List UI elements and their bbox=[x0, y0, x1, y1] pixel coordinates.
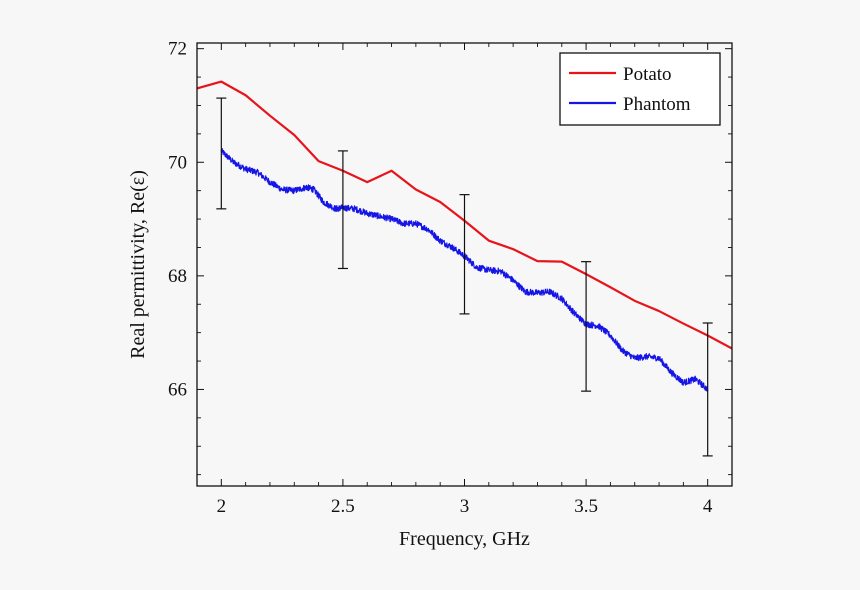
y-tick-label: 70 bbox=[168, 152, 187, 173]
error-bar bbox=[581, 261, 592, 392]
x-axis-label: Frequency, GHz bbox=[399, 528, 530, 550]
x-tick-label: 2 bbox=[217, 496, 227, 517]
y-tick-label: 66 bbox=[168, 379, 187, 400]
legend-label-phantom: Phantom bbox=[623, 94, 691, 115]
x-tick-label: 3 bbox=[460, 496, 470, 517]
tick-labels: 2 2.5 3 3.5 4 66 68 70 72 bbox=[168, 39, 713, 517]
tick-marks bbox=[197, 43, 732, 486]
error-bars bbox=[216, 97, 713, 457]
x-tick-label: 4 bbox=[703, 496, 713, 517]
error-bar bbox=[216, 97, 227, 210]
error-bar bbox=[337, 150, 348, 270]
x-tick-label: 3.5 bbox=[574, 496, 598, 517]
y-tick-label: 72 bbox=[168, 39, 187, 60]
error-bar bbox=[459, 194, 470, 315]
series-line-phantom bbox=[220, 148, 709, 393]
y-tick-label: 68 bbox=[168, 266, 187, 287]
legend-label-potato: Potato bbox=[623, 64, 672, 85]
legend-box bbox=[559, 52, 721, 126]
error-bar bbox=[702, 322, 713, 457]
x-tick-label: 2.5 bbox=[331, 496, 355, 517]
y-axis-label: Real permittivity, Re(ε) bbox=[127, 170, 149, 359]
legend: Potato Phantom bbox=[559, 52, 721, 126]
